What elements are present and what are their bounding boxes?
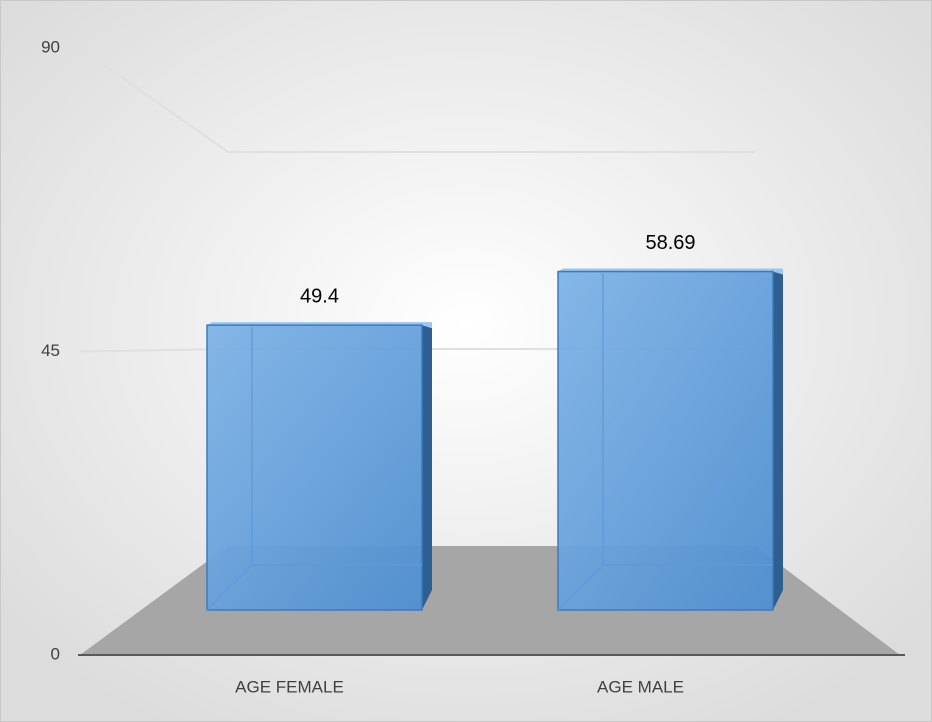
- y-tick-label: 0: [51, 644, 60, 663]
- grid-line: [79, 47, 755, 153]
- bar-edge: [206, 564, 253, 611]
- bars: [206, 268, 783, 611]
- value-label: 49.4: [300, 285, 339, 307]
- bar-edge: [557, 564, 604, 611]
- bar: [557, 270, 774, 611]
- x-tick-label: AGE FEMALE: [235, 677, 344, 696]
- value-label: 58.69: [645, 232, 695, 254]
- bar-side: [422, 325, 432, 610]
- y-tick-label: 45: [41, 341, 60, 360]
- bar-side: [773, 271, 783, 610]
- y-tick-label: 90: [41, 37, 60, 56]
- x-tick-label: AGE MALE: [597, 677, 684, 696]
- bar: [206, 324, 423, 611]
